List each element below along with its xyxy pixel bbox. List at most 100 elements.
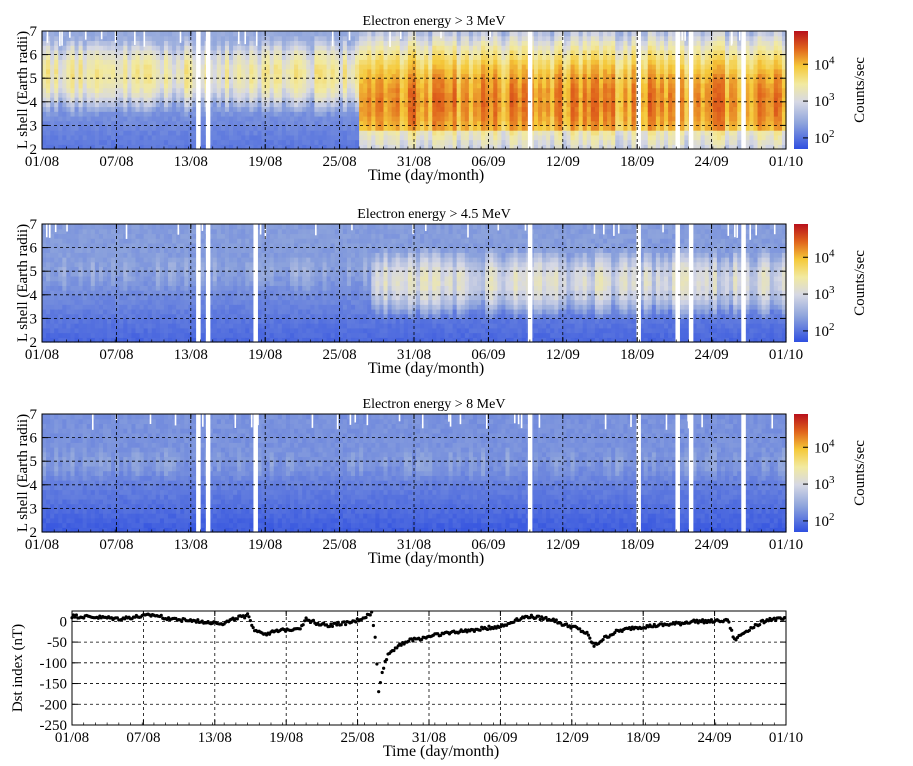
heatmap-cell: [192, 78, 198, 84]
heatmap-cell: [615, 134, 620, 141]
heatmap-cell: [460, 139, 466, 145]
heatmap-cell: [188, 111, 194, 117]
heatmap-cell: [200, 111, 206, 117]
heatmap-cell: [420, 125, 425, 131]
heatmap-cell: [590, 87, 596, 93]
heatmap-cell: [416, 64, 421, 70]
heatmap-cell: [521, 40, 527, 46]
heatmap-cell: [229, 54, 234, 60]
heatmap-cell: [594, 144, 600, 150]
heatmap-cell: [220, 73, 226, 79]
heatmap-cell: [163, 111, 169, 117]
heatmap-cell: [184, 59, 189, 65]
heatmap-cell: [472, 78, 478, 84]
heatmap-cell: [298, 101, 303, 108]
heatmap-cell: [155, 73, 161, 79]
heatmap-cell: [78, 101, 84, 108]
heatmap-cell: [302, 49, 307, 56]
heatmap-cell: [684, 64, 690, 70]
heatmap-cell: [407, 92, 413, 98]
heatmap-cell: [208, 45, 214, 51]
heatmap-cell: [379, 139, 385, 145]
heatmap-cell: [619, 54, 624, 60]
heatmap-cell: [119, 31, 124, 37]
heatmap-cell: [708, 78, 714, 84]
heatmap-cell: [62, 54, 67, 60]
heatmap-cell: [363, 64, 368, 70]
heatmap-cell: [416, 134, 421, 141]
heatmap-cell: [420, 106, 425, 112]
heatmap-cell: [749, 125, 755, 131]
heatmap-cell: [257, 106, 263, 112]
heatmap-cell: [753, 115, 759, 122]
heatmap-cell: [460, 106, 466, 112]
heatmap-cell: [54, 35, 59, 42]
heatmap-cell: [212, 111, 218, 117]
heatmap-cell: [485, 49, 490, 56]
heatmap-cell: [627, 87, 633, 93]
heatmap-cell: [318, 73, 324, 79]
heatmap-cell: [395, 40, 401, 46]
heatmap-cell: [334, 106, 340, 112]
heatmap-cell: [168, 49, 173, 56]
heatmap-cell: [58, 224, 63, 230]
heatmap-cell: [729, 111, 734, 117]
heatmap-cell: [58, 271, 63, 277]
heatmap-cell: [627, 125, 633, 131]
heatmap-cell: [509, 73, 515, 79]
heatmap-cell: [346, 64, 352, 70]
heatmap-cell: [533, 73, 539, 79]
heatmap-cell: [407, 115, 413, 122]
heatmap-cell: [761, 54, 767, 60]
heatmap-cell: [542, 130, 547, 136]
heatmap-cell: [151, 106, 157, 112]
heatmap-cell: [639, 40, 645, 46]
heatmap-cell: [346, 130, 352, 136]
heatmap-cell: [342, 106, 348, 112]
heatmap-cell: [66, 332, 72, 338]
heatmap-cell: [367, 87, 372, 93]
heatmap-cell: [265, 35, 271, 42]
heatmap-cell: [269, 144, 275, 150]
heatmap-cell: [54, 134, 59, 141]
heatmap-cell: [78, 97, 84, 103]
heatmap-cell: [403, 68, 409, 75]
heatmap-cell: [350, 49, 356, 56]
heatmap-cell: [212, 45, 218, 51]
heatmap-cell: [50, 49, 55, 56]
heatmap-cell: [46, 294, 51, 301]
heatmap-cell: [566, 64, 572, 70]
heatmap-cell: [269, 120, 275, 126]
heatmap-cell: [363, 144, 368, 150]
heatmap-cell: [623, 49, 629, 56]
heatmap-cell: [102, 64, 108, 70]
heatmap-cell: [78, 238, 84, 244]
heatmap-cell: [224, 97, 230, 103]
heatmap-cell: [237, 49, 242, 56]
heatmap-cell: [115, 45, 120, 51]
heatmap-cell: [229, 49, 234, 56]
heatmap-cell: [367, 111, 372, 117]
heatmap-cell: [62, 313, 67, 319]
heatmap-cell: [428, 120, 433, 126]
heatmap-cell: [485, 101, 490, 108]
heatmap-cell: [298, 87, 303, 93]
heatmap-cell: [725, 134, 730, 141]
heatmap-cell: [371, 139, 376, 145]
heatmap-cell: [700, 120, 706, 126]
heatmap-cell: [428, 78, 433, 84]
heatmap-cell: [619, 120, 624, 126]
x-tick-label: 24/09: [695, 154, 729, 170]
heatmap-cell: [350, 31, 356, 37]
heatmap-cell: [448, 82, 454, 89]
heatmap-cell: [517, 106, 523, 112]
heatmap-cell: [655, 106, 661, 112]
heatmap-cell: [273, 97, 279, 103]
heatmap-cell: [58, 304, 63, 310]
y-tick-label: 6: [30, 48, 38, 64]
heatmap-cell: [655, 87, 661, 93]
heatmap-cell: [82, 115, 88, 122]
heatmap-cell: [131, 125, 137, 131]
heatmap-cell: [546, 87, 551, 93]
heatmap-cell: [277, 125, 283, 131]
